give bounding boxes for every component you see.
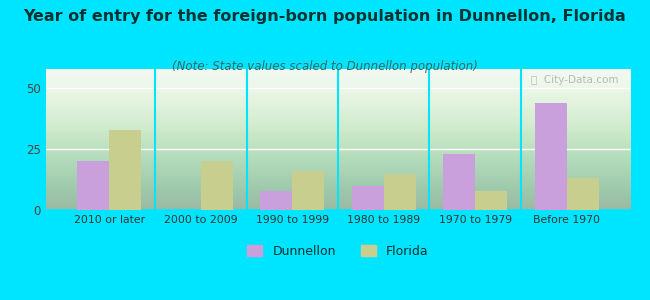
Bar (475, 190, 507, 210)
Bar (77, 161, 109, 210)
Bar (567, 178, 599, 210)
Text: (Note: State values scaled to Dunnellon population): (Note: State values scaled to Dunnellon … (172, 60, 478, 73)
Bar (534, 103, 567, 210)
Legend: Dunnellon, Florida: Dunnellon, Florida (242, 240, 434, 263)
Bar (109, 130, 142, 210)
Bar (260, 190, 292, 210)
Bar (292, 171, 324, 210)
Text: ⓘ  City-Data.com: ⓘ City-Data.com (531, 75, 619, 85)
Bar (201, 161, 233, 210)
Bar (352, 186, 384, 210)
Bar (384, 173, 416, 210)
Bar (443, 154, 475, 210)
Text: Year of entry for the foreign-born population in Dunnellon, Florida: Year of entry for the foreign-born popul… (23, 9, 627, 24)
